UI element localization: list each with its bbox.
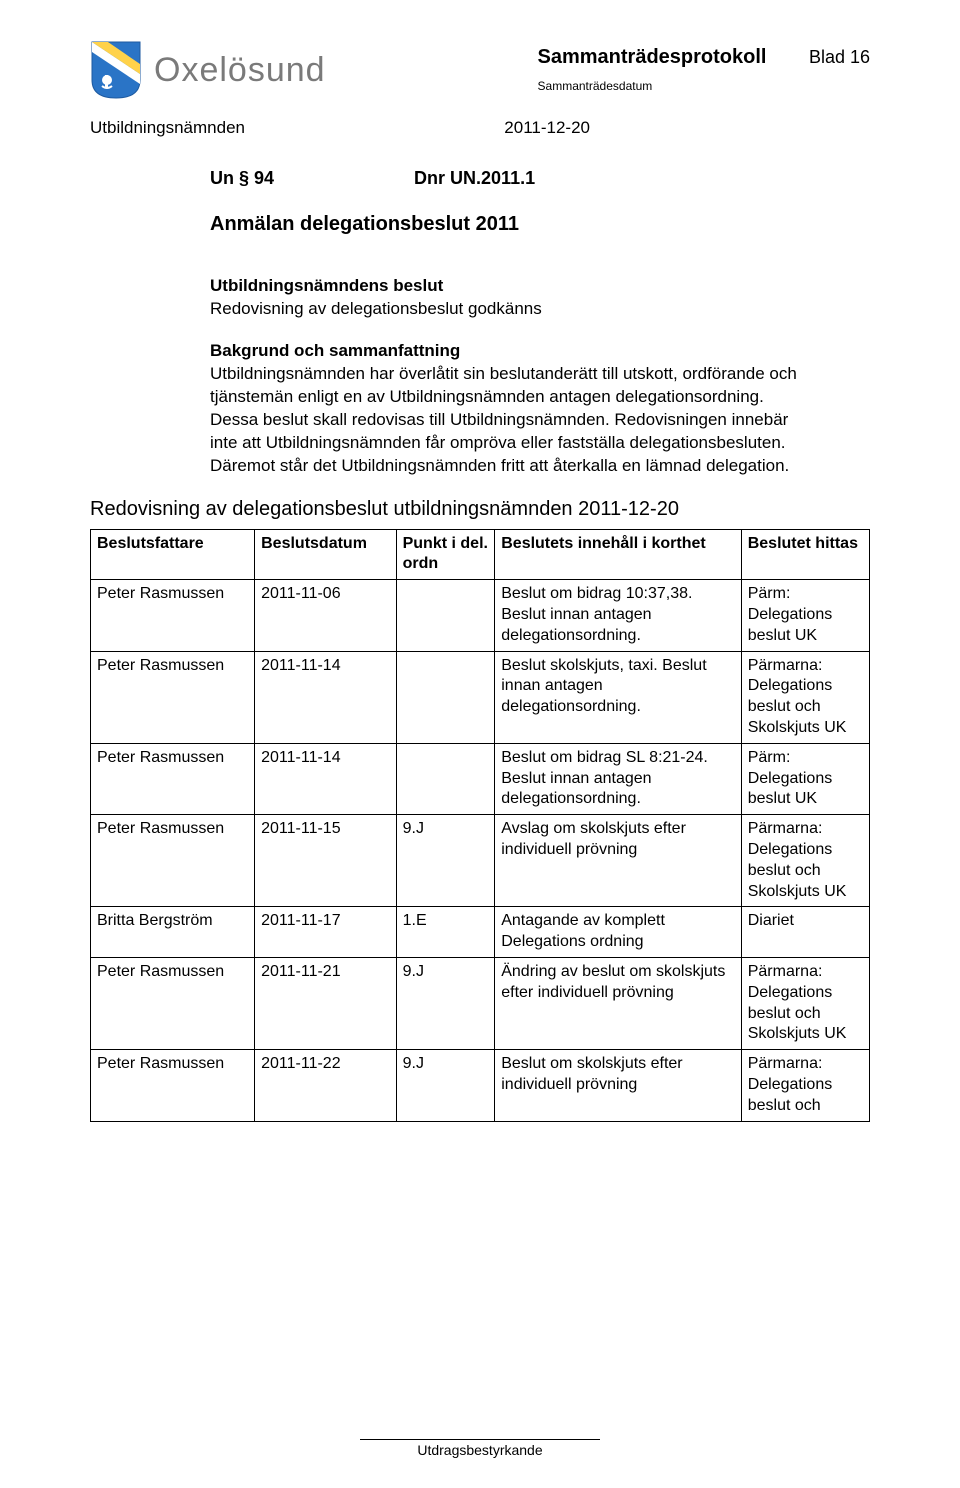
meeting-date-label: Sammanträdesdatum bbox=[538, 79, 870, 93]
page-ref: Blad 16 bbox=[809, 47, 870, 67]
header-row: Oxelösund Sammanträdesprotokoll Blad 16 … bbox=[90, 40, 870, 100]
table-row: Peter Rasmussen 2011-11-15 9.J Avslag om… bbox=[91, 815, 870, 907]
dnr: Dnr UN.2011.1 bbox=[414, 168, 535, 189]
cell-a: Britta Bergström bbox=[91, 907, 255, 958]
table-header-row: Beslutsfattare Beslutsdatum Punkt i del.… bbox=[91, 529, 870, 580]
redovisning-heading: Redovisning av delegationsbeslut utbildn… bbox=[90, 498, 870, 521]
committee-name: Utbildningsnämnden bbox=[90, 118, 245, 138]
cell-d: Beslut om skolskjuts efter individuell p… bbox=[495, 1050, 741, 1121]
cell-b: 2011-11-06 bbox=[255, 580, 396, 651]
table-row: Peter Rasmussen 2011-11-14 Beslut skolsk… bbox=[91, 651, 870, 743]
cell-c bbox=[396, 651, 495, 743]
cell-c: 9.J bbox=[396, 815, 495, 907]
meeting-date: 2011-12-20 bbox=[504, 118, 590, 138]
cell-b: 2011-11-14 bbox=[255, 743, 396, 814]
cell-a: Peter Rasmussen bbox=[91, 743, 255, 814]
th-punkt: Punkt i del. ordn bbox=[396, 529, 495, 580]
logo-block: Oxelösund bbox=[90, 40, 326, 100]
cell-e: Pärmarna: Delegations beslut och bbox=[741, 1050, 869, 1121]
cell-e: Pärm: Delegations beslut UK bbox=[741, 743, 869, 814]
cell-e: Pärmarna: Delegations beslut och Skolskj… bbox=[741, 957, 869, 1049]
cell-b: 2011-11-21 bbox=[255, 957, 396, 1049]
table-row: Britta Bergström 2011-11-17 1.E Antagand… bbox=[91, 907, 870, 958]
cell-e: Diariet bbox=[741, 907, 869, 958]
background-text: Utbildningsnämnden har överlåtit sin bes… bbox=[210, 363, 800, 478]
table-row: Peter Rasmussen 2011-11-22 9.J Beslut om… bbox=[91, 1050, 870, 1121]
cell-a: Peter Rasmussen bbox=[91, 580, 255, 651]
cell-a: Peter Rasmussen bbox=[91, 651, 255, 743]
cell-c: 9.J bbox=[396, 1050, 495, 1121]
cell-c: 9.J bbox=[396, 957, 495, 1049]
meta-row: Utbildningsnämnden 2011-12-20 bbox=[90, 118, 870, 138]
th-innehall: Beslutets innehåll i korthet bbox=[495, 529, 741, 580]
cell-d: Beslut om bidrag SL 8:21-24. Beslut inna… bbox=[495, 743, 741, 814]
th-beslutsdatum: Beslutsdatum bbox=[255, 529, 396, 580]
doc-title: Sammanträdesprotokoll bbox=[538, 46, 767, 68]
cell-c: 1.E bbox=[396, 907, 495, 958]
footer-divider bbox=[360, 1439, 600, 1440]
table-body: Peter Rasmussen 2011-11-06 Beslut om bid… bbox=[91, 580, 870, 1121]
cell-b: 2011-11-14 bbox=[255, 651, 396, 743]
un-paragraph: Un § 94 bbox=[210, 168, 274, 189]
cell-d: Avslag om skolskjuts efter individuell p… bbox=[495, 815, 741, 907]
decision-heading: Utbildningsnämndens beslut bbox=[210, 276, 870, 296]
org-name: Oxelösund bbox=[154, 51, 326, 90]
table-row: Peter Rasmussen 2011-11-06 Beslut om bid… bbox=[91, 580, 870, 651]
page: Oxelösund Sammanträdesprotokoll Blad 16 … bbox=[0, 0, 960, 1488]
cell-d: Beslut om bidrag 10:37,38. Beslut innan … bbox=[495, 580, 741, 651]
title-block: Sammanträdesprotokoll Blad 16 Sammanträd… bbox=[538, 40, 870, 93]
cell-e: Pärmarna: Delegations beslut och Skolskj… bbox=[741, 815, 869, 907]
cell-d: Beslut skolskjuts, taxi. Beslut innan an… bbox=[495, 651, 741, 743]
delegation-table: Beslutsfattare Beslutsdatum Punkt i del.… bbox=[90, 529, 870, 1122]
cell-a: Peter Rasmussen bbox=[91, 815, 255, 907]
th-beslutsfattare: Beslutsfattare bbox=[91, 529, 255, 580]
cell-a: Peter Rasmussen bbox=[91, 957, 255, 1049]
cell-e: Pärm: Delegations beslut UK bbox=[741, 580, 869, 651]
cell-a: Peter Rasmussen bbox=[91, 1050, 255, 1121]
un-line: Un § 94 Dnr UN.2011.1 bbox=[210, 168, 870, 189]
cell-b: 2011-11-22 bbox=[255, 1050, 396, 1121]
cell-d: Ändring av beslut om skolskjuts efter in… bbox=[495, 957, 741, 1049]
background-heading: Bakgrund och sammanfattning bbox=[210, 341, 870, 361]
cell-c bbox=[396, 743, 495, 814]
cell-c bbox=[396, 580, 495, 651]
table-row: Peter Rasmussen 2011-11-14 Beslut om bid… bbox=[91, 743, 870, 814]
cell-b: 2011-11-17 bbox=[255, 907, 396, 958]
cell-d: Antagande av komplett Delegations ordnin… bbox=[495, 907, 741, 958]
main-heading: Anmälan delegationsbeslut 2011 bbox=[210, 213, 870, 236]
table-row: Peter Rasmussen 2011-11-21 9.J Ändring a… bbox=[91, 957, 870, 1049]
cell-b: 2011-11-15 bbox=[255, 815, 396, 907]
crest-icon bbox=[90, 40, 142, 100]
cell-e: Pärmarna: Delegations beslut och Skolskj… bbox=[741, 651, 869, 743]
decision-text: Redovisning av delegationsbeslut godkänn… bbox=[210, 298, 800, 321]
footer: Utdragsbestyrkande bbox=[0, 1439, 960, 1458]
th-hittas: Beslutet hittas bbox=[741, 529, 869, 580]
footer-text: Utdragsbestyrkande bbox=[0, 1442, 960, 1458]
title-line: Sammanträdesprotokoll Blad 16 bbox=[538, 46, 870, 69]
